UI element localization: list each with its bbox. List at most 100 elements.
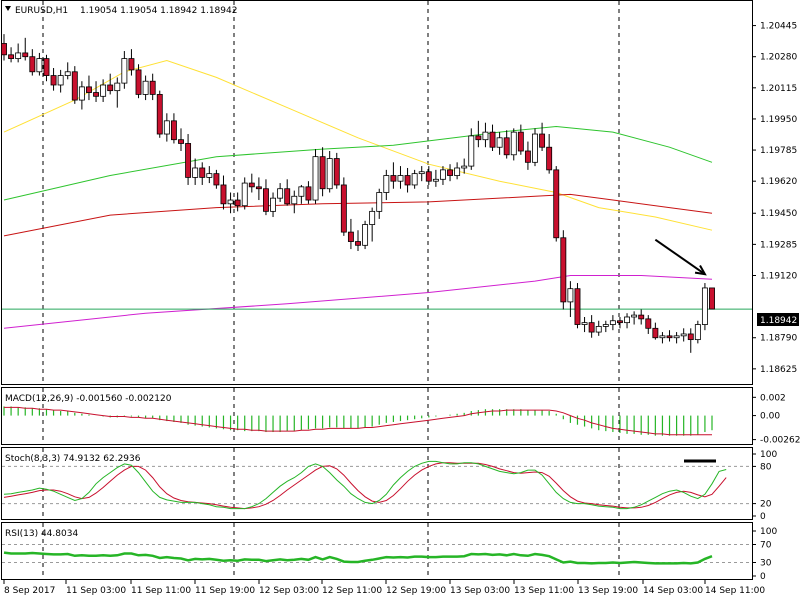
candle-40[interactable] — [284, 179, 291, 206]
candle-77[interactable] — [546, 134, 553, 174]
candle-39[interactable] — [277, 183, 284, 202]
candle-75[interactable] — [532, 128, 538, 167]
candle-79[interactable] — [560, 230, 567, 310]
candle-72[interactable] — [510, 128, 517, 161]
candle-31[interactable] — [220, 175, 227, 210]
candle-5[interactable] — [36, 52, 43, 76]
candle-48[interactable] — [340, 177, 347, 236]
candle-6[interactable] — [43, 54, 50, 82]
candle-10[interactable] — [71, 66, 78, 104]
candle-56[interactable] — [397, 166, 404, 189]
candle-76[interactable] — [539, 122, 546, 152]
candle-7[interactable] — [50, 68, 57, 91]
candle-41[interactable] — [291, 190, 298, 214]
candle-100[interactable] — [709, 287, 715, 310]
candle-98[interactable] — [694, 320, 701, 344]
candle-49[interactable] — [347, 218, 354, 250]
candle-96[interactable] — [680, 328, 687, 342]
candle-28[interactable] — [199, 162, 206, 185]
candle-83[interactable] — [588, 315, 595, 338]
candle-62[interactable] — [440, 166, 446, 185]
candle-95[interactable] — [673, 332, 680, 344]
candle-26[interactable] — [185, 134, 192, 185]
candle-36[interactable] — [255, 177, 262, 201]
candle-88[interactable] — [624, 313, 630, 329]
candle-92[interactable] — [652, 322, 659, 340]
candle-64[interactable] — [454, 162, 461, 180]
candle-70[interactable] — [496, 132, 503, 155]
candle-90[interactable] — [638, 309, 645, 325]
candle-44[interactable] — [312, 149, 319, 204]
candle-73[interactable] — [517, 124, 524, 155]
candle-85[interactable] — [602, 320, 609, 333]
candle-29[interactable] — [206, 166, 213, 184]
candle-33[interactable] — [234, 192, 241, 212]
candle-43[interactable] — [305, 181, 312, 204]
candle-94[interactable] — [666, 330, 673, 342]
candle-69[interactable] — [489, 124, 496, 152]
candle-82[interactable] — [581, 316, 588, 333]
candle-25[interactable] — [178, 128, 184, 152]
candle-16[interactable] — [114, 77, 121, 108]
candle-38[interactable] — [270, 192, 276, 218]
candle-1[interactable] — [8, 47, 15, 63]
candle-23[interactable] — [163, 113, 170, 142]
candle-4[interactable] — [29, 49, 36, 76]
candle-55[interactable] — [390, 162, 397, 189]
candle-52[interactable] — [369, 207, 376, 242]
candle-53[interactable] — [376, 188, 383, 219]
candle-15[interactable] — [107, 73, 114, 95]
candle-9[interactable] — [64, 62, 71, 80]
candle-14[interactable] — [100, 79, 107, 102]
candle-3[interactable] — [22, 37, 29, 61]
candle-81[interactable] — [574, 283, 581, 329]
candle-97[interactable] — [687, 328, 694, 353]
candle-91[interactable] — [645, 315, 652, 334]
candle-80[interactable] — [567, 281, 574, 317]
candle-59[interactable] — [418, 166, 425, 182]
candle-86[interactable] — [609, 315, 616, 331]
candle-11[interactable] — [78, 81, 85, 110]
candle-0[interactable] — [1, 34, 7, 61]
candle-65[interactable] — [461, 158, 468, 174]
candle-61[interactable] — [432, 169, 439, 187]
candle-45[interactable] — [319, 147, 326, 197]
candle-74[interactable] — [524, 141, 531, 170]
candle-37[interactable] — [263, 179, 269, 216]
candle-89[interactable] — [631, 311, 638, 325]
candle-57[interactable] — [404, 167, 411, 193]
candle-60[interactable] — [425, 166, 432, 185]
candle-27[interactable] — [192, 158, 199, 185]
candle-78[interactable] — [553, 166, 560, 242]
candle-22[interactable] — [156, 90, 163, 138]
candle-63[interactable] — [447, 164, 453, 182]
candle-24[interactable] — [170, 113, 177, 144]
candle-67[interactable] — [475, 120, 482, 148]
candle-47[interactable] — [333, 152, 340, 189]
candle-34[interactable] — [241, 177, 248, 210]
candle-42[interactable] — [298, 184, 305, 204]
candle-8[interactable] — [57, 69, 64, 93]
candle-54[interactable] — [383, 169, 390, 201]
candlesticks[interactable] — [1, 34, 715, 353]
candle-66[interactable] — [468, 128, 475, 170]
candle-30[interactable] — [213, 169, 220, 189]
candle-19[interactable] — [135, 64, 142, 99]
candle-87[interactable] — [617, 316, 623, 329]
candle-99[interactable] — [701, 283, 708, 331]
candle-68[interactable] — [482, 122, 489, 148]
candle-71[interactable] — [503, 130, 510, 159]
candle-21[interactable] — [149, 73, 156, 101]
candle-93[interactable] — [659, 332, 666, 344]
candle-13[interactable] — [93, 81, 99, 102]
candle-84[interactable] — [595, 320, 602, 336]
candle-46[interactable] — [326, 151, 333, 193]
candle-32[interactable] — [227, 192, 234, 214]
candle-20[interactable] — [142, 75, 149, 101]
candle-2[interactable] — [15, 43, 22, 63]
candle-35[interactable] — [248, 173, 255, 193]
candle-17[interactable] — [121, 51, 128, 89]
candle-58[interactable] — [411, 169, 418, 189]
